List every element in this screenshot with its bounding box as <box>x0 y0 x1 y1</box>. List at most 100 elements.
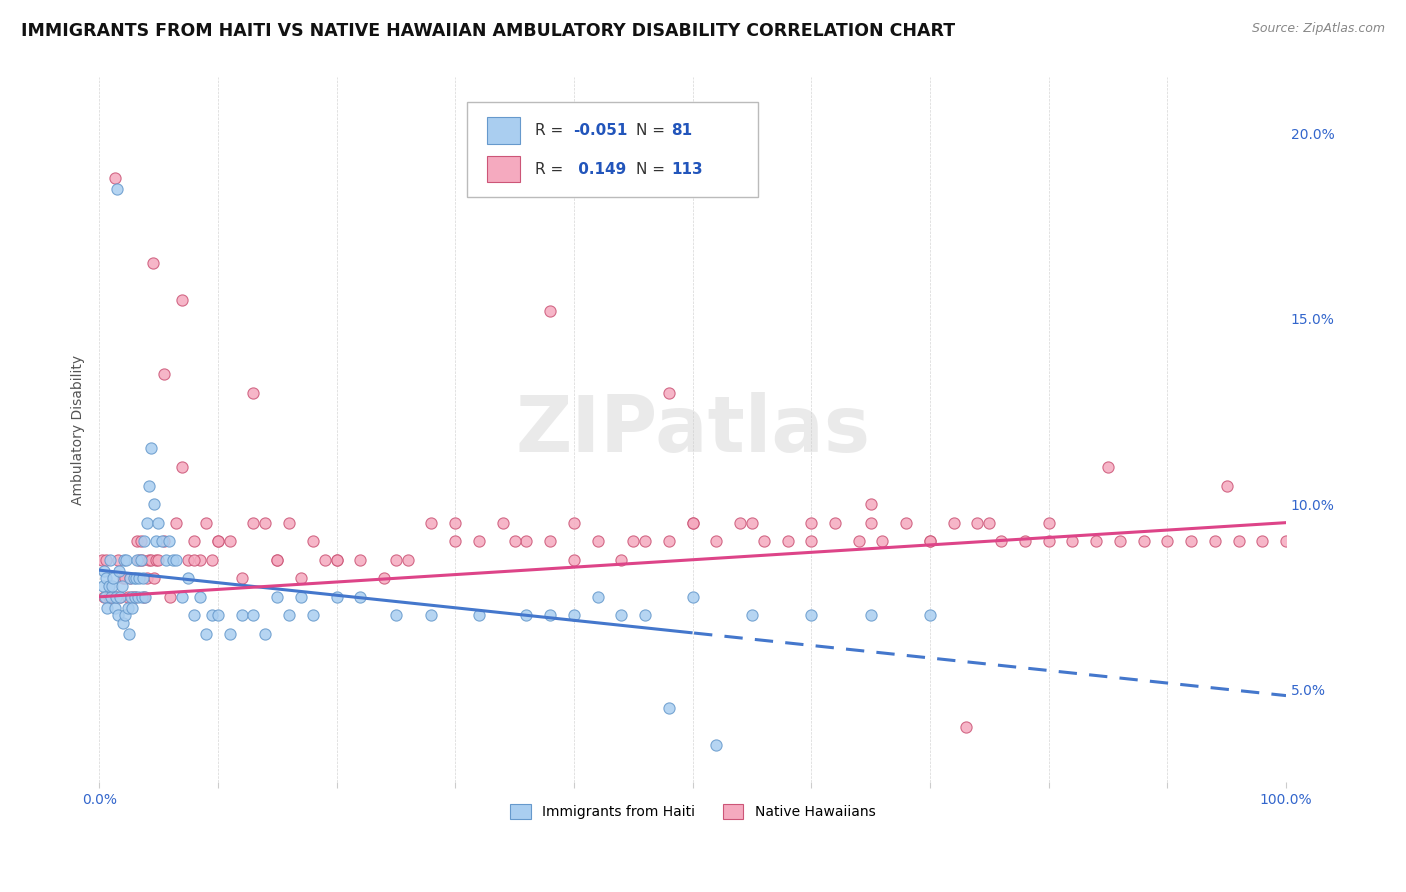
Point <box>150 534 173 549</box>
Point <box>124 590 146 604</box>
Point <box>183 553 205 567</box>
Point <box>145 534 167 549</box>
Point <box>141 553 163 567</box>
Point <box>918 608 941 623</box>
Point <box>135 571 157 585</box>
Point <box>562 608 585 623</box>
Text: ZIPatlas: ZIPatlas <box>515 392 870 468</box>
Point <box>100 590 122 604</box>
Point <box>188 553 211 567</box>
Point <box>658 385 681 400</box>
Point <box>242 385 264 400</box>
Point <box>682 516 704 530</box>
Point <box>254 627 277 641</box>
Point <box>134 590 156 604</box>
Point <box>131 590 153 604</box>
Point <box>129 553 152 567</box>
Point <box>1062 534 1084 549</box>
Point <box>848 534 870 549</box>
Point <box>325 590 347 604</box>
Point <box>138 553 160 567</box>
Point <box>153 534 176 549</box>
Point <box>117 601 139 615</box>
Point <box>103 170 125 185</box>
Point <box>127 590 149 604</box>
Point <box>142 497 165 511</box>
Point <box>278 608 301 623</box>
Point <box>942 516 965 530</box>
Point <box>97 579 120 593</box>
Point <box>1038 534 1060 549</box>
Point <box>110 590 132 604</box>
Point <box>658 534 681 549</box>
Point <box>128 571 150 585</box>
Point <box>141 442 163 456</box>
Point <box>314 553 336 567</box>
Point <box>177 553 200 567</box>
Point <box>990 534 1012 549</box>
Point <box>111 571 134 585</box>
Point <box>153 368 176 382</box>
Point <box>104 590 127 604</box>
Point <box>114 571 136 585</box>
Y-axis label: Ambulatory Disability: Ambulatory Disability <box>72 355 86 505</box>
Point <box>218 534 240 549</box>
Point <box>194 627 217 641</box>
Point <box>115 553 138 567</box>
Point <box>218 627 240 641</box>
Point <box>103 601 125 615</box>
Point <box>207 534 229 549</box>
Point <box>1204 534 1226 549</box>
Point <box>105 182 128 196</box>
Point <box>586 534 609 549</box>
Point <box>515 608 537 623</box>
Point <box>278 516 301 530</box>
Point <box>201 608 224 623</box>
Point <box>231 608 253 623</box>
Point <box>955 720 977 734</box>
Point <box>101 579 124 593</box>
Point <box>1097 460 1119 475</box>
Point <box>349 590 371 604</box>
Point <box>188 590 211 604</box>
Point <box>301 608 323 623</box>
Point <box>134 590 156 604</box>
Text: 81: 81 <box>671 123 692 137</box>
Point <box>231 571 253 585</box>
FancyBboxPatch shape <box>488 156 520 183</box>
Point <box>266 590 288 604</box>
Point <box>859 497 882 511</box>
Point <box>107 608 129 623</box>
Point <box>112 553 135 567</box>
Point <box>254 516 277 530</box>
FancyBboxPatch shape <box>488 117 520 144</box>
Point <box>165 516 187 530</box>
Point <box>741 516 763 530</box>
Point <box>103 571 125 585</box>
Point <box>373 571 395 585</box>
Point <box>1085 534 1108 549</box>
Point <box>172 460 194 475</box>
Point <box>121 590 143 604</box>
Point <box>444 534 467 549</box>
Point <box>325 553 347 567</box>
Point <box>420 516 443 530</box>
Point <box>108 564 131 578</box>
Point <box>142 571 165 585</box>
Point <box>266 553 288 567</box>
Point <box>121 601 143 615</box>
Point <box>741 608 763 623</box>
Point <box>728 516 751 530</box>
Point <box>183 608 205 623</box>
Point <box>444 516 467 530</box>
Point <box>207 608 229 623</box>
Point <box>155 553 177 567</box>
Point <box>177 571 200 585</box>
Point <box>492 516 515 530</box>
Point <box>93 564 115 578</box>
Point <box>966 516 988 530</box>
Point <box>128 553 150 567</box>
Point <box>1108 534 1130 549</box>
Point <box>165 553 187 567</box>
Point <box>134 534 156 549</box>
